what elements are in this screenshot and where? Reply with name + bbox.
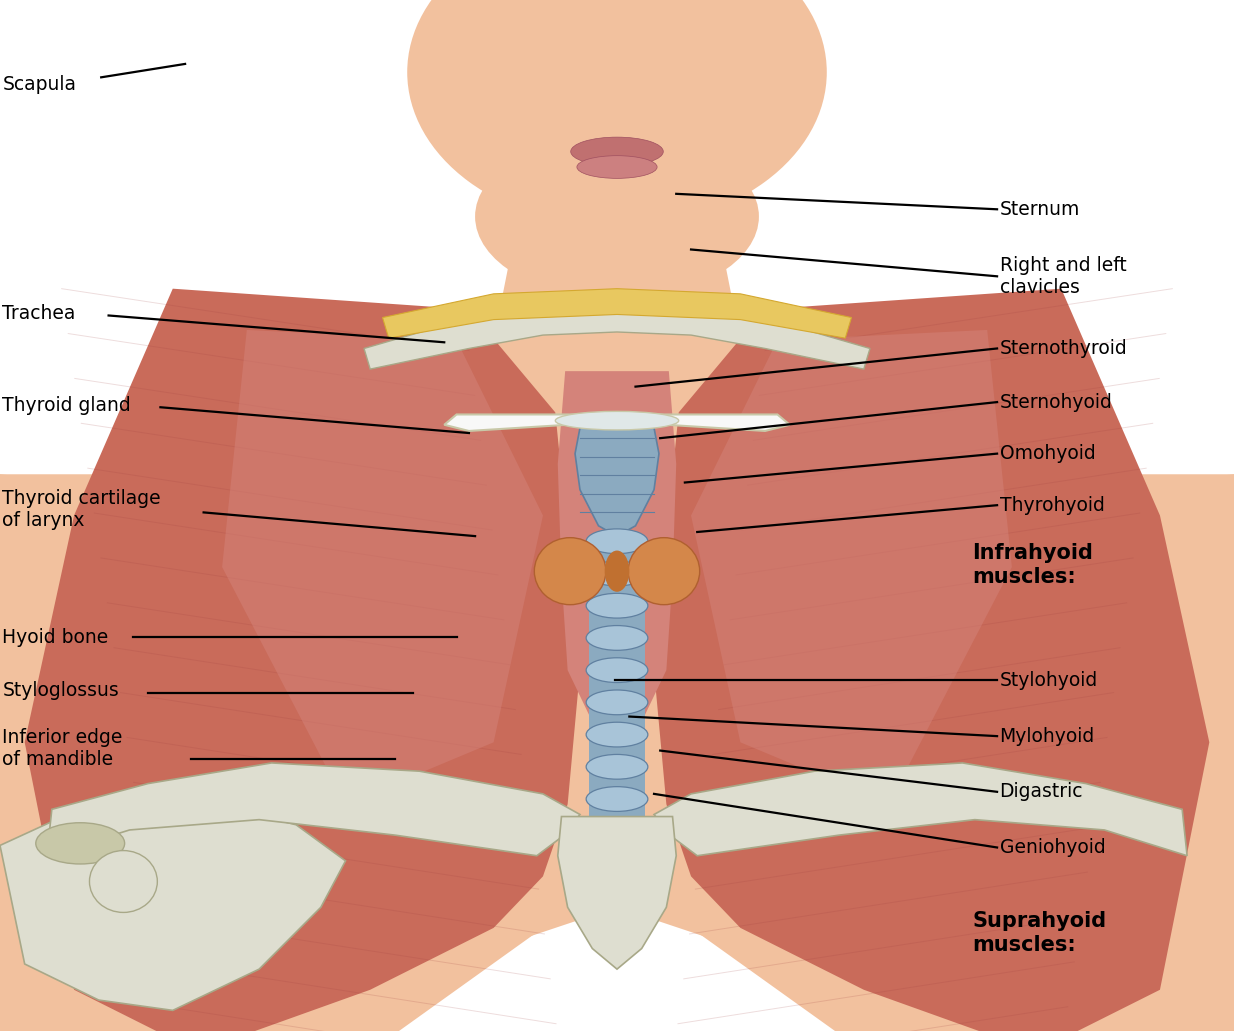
Text: Thyroid cartilage
of larynx: Thyroid cartilage of larynx [2,489,162,530]
Polygon shape [222,330,543,804]
Ellipse shape [586,819,648,843]
Ellipse shape [475,134,759,299]
Polygon shape [558,371,676,742]
Polygon shape [666,474,1234,1031]
Text: Sternohyoid: Sternohyoid [1000,393,1112,411]
Text: Sternothyroid: Sternothyroid [1000,339,1128,358]
Ellipse shape [576,156,656,178]
Ellipse shape [89,851,158,912]
Ellipse shape [586,884,648,908]
Polygon shape [0,474,1234,1031]
Polygon shape [0,806,346,1010]
Ellipse shape [36,823,125,864]
Text: Mylohyoid: Mylohyoid [1000,727,1095,745]
Text: Thyroid gland: Thyroid gland [2,396,131,414]
Text: Inferior edge
of mandible: Inferior edge of mandible [2,728,123,769]
Polygon shape [654,763,1187,856]
Text: Infrahyoid
muscles:: Infrahyoid muscles: [972,543,1093,587]
Polygon shape [0,474,568,1031]
Polygon shape [589,541,645,928]
Ellipse shape [605,551,629,592]
Ellipse shape [586,722,648,746]
Ellipse shape [586,690,648,714]
Text: Right and left
clavicles: Right and left clavicles [1000,256,1127,297]
Text: Sternum: Sternum [1000,200,1080,219]
Polygon shape [457,247,777,742]
Ellipse shape [586,593,648,618]
Ellipse shape [555,411,679,430]
Polygon shape [47,763,580,856]
Ellipse shape [586,787,648,811]
Polygon shape [654,289,1209,1031]
Text: Scapula: Scapula [2,75,77,94]
Text: Thyrohyoid: Thyrohyoid [1000,496,1104,514]
Ellipse shape [586,755,648,779]
Ellipse shape [586,626,648,651]
Polygon shape [575,428,659,536]
Text: Suprahyoid
muscles:: Suprahyoid muscles: [972,911,1107,955]
Polygon shape [558,817,676,969]
Ellipse shape [570,137,664,166]
Text: Hyoid bone: Hyoid bone [2,628,109,646]
Polygon shape [444,414,790,431]
Text: Stylohyoid: Stylohyoid [1000,671,1098,690]
Text: Omohyoid: Omohyoid [1000,444,1096,463]
Text: Geniohyoid: Geniohyoid [1000,838,1106,857]
Ellipse shape [586,561,648,586]
Text: Trachea: Trachea [2,304,75,323]
Polygon shape [691,330,1012,804]
Ellipse shape [534,538,606,604]
Ellipse shape [586,529,648,554]
Ellipse shape [407,0,827,227]
Text: Digastric: Digastric [1000,783,1083,801]
Ellipse shape [586,658,648,683]
Ellipse shape [586,851,648,875]
Polygon shape [25,289,580,1031]
Polygon shape [383,289,851,338]
Polygon shape [364,307,870,369]
Ellipse shape [628,538,700,604]
Text: Styloglossus: Styloglossus [2,681,120,700]
